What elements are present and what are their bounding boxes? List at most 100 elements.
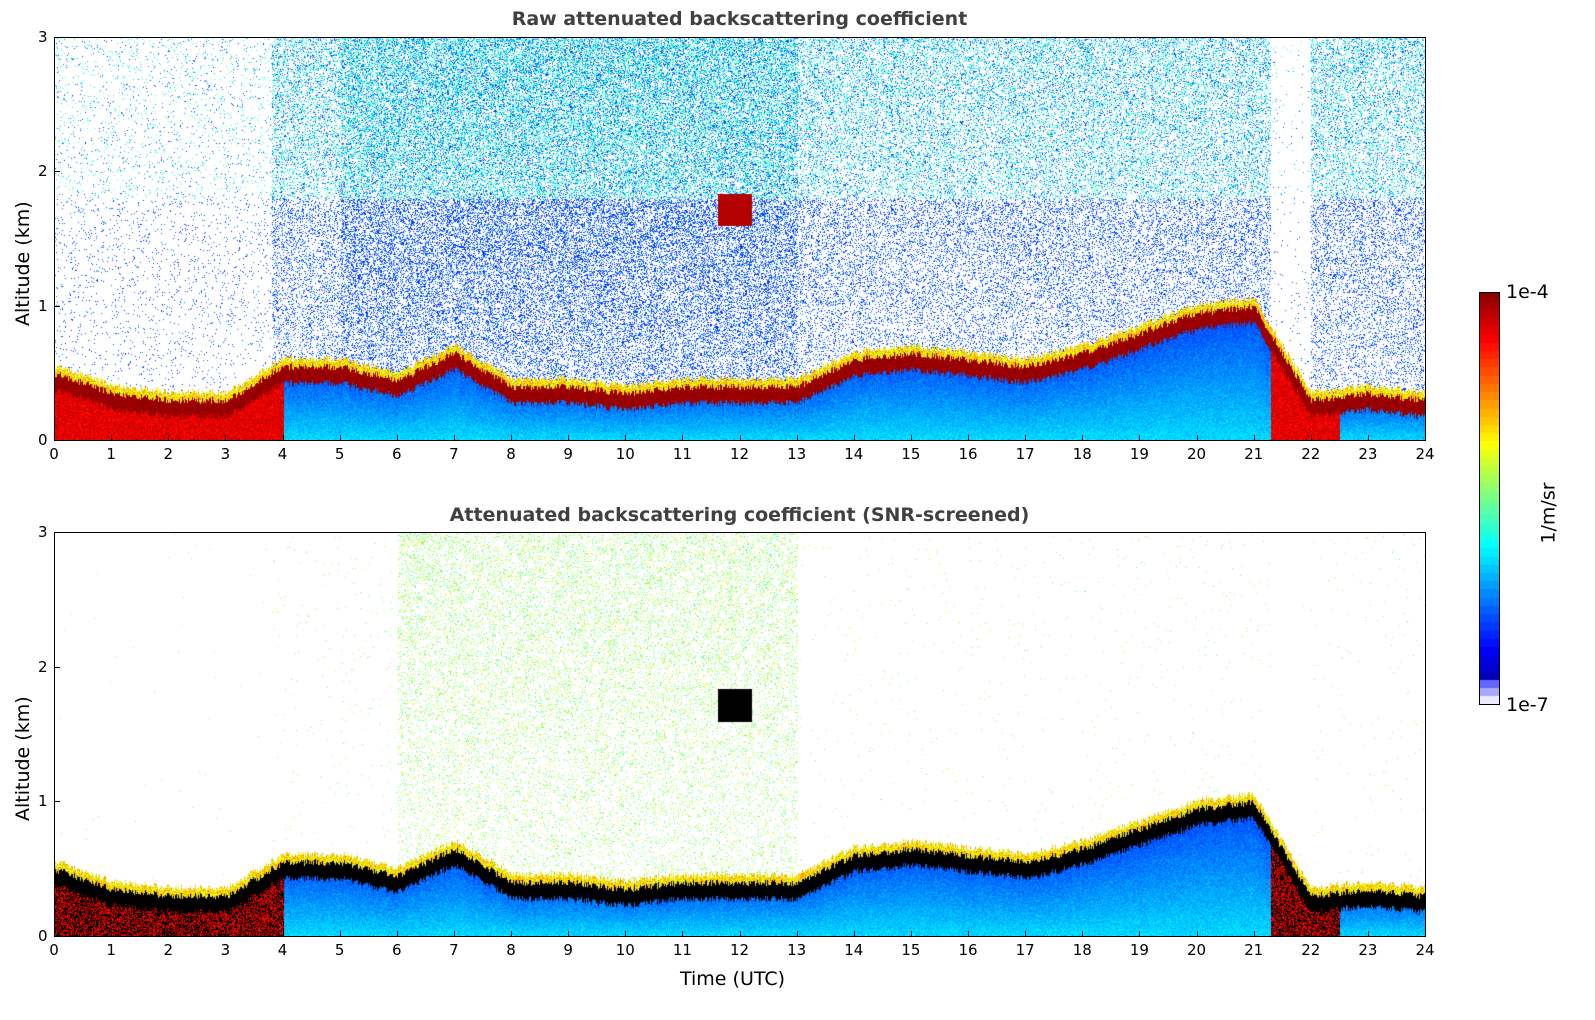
- y-tick-mark: [54, 305, 60, 307]
- x-tick-label: 24: [1415, 941, 1435, 959]
- x-tick-mark: [111, 435, 113, 441]
- x-tick-mark: [625, 435, 627, 441]
- x-tick-label: 12: [729, 941, 750, 959]
- x-tick-mark: [1139, 931, 1141, 937]
- y-tick-mark: [54, 37, 60, 38]
- x-tick-label: 1: [106, 445, 116, 463]
- y-tick-mark: [54, 440, 60, 441]
- x-tick-mark: [1196, 435, 1198, 441]
- x-tick-label: 6: [391, 445, 402, 463]
- x-tick-mark: [1253, 435, 1255, 441]
- x-tick-mark: [282, 435, 284, 441]
- x-tick-label: 5: [334, 941, 345, 959]
- x-tick-label: 11: [672, 941, 692, 959]
- x-tick-mark: [1310, 931, 1312, 937]
- colorbar-max-label: 1e-4: [1506, 281, 1549, 303]
- x-tick-label: 23: [1358, 941, 1378, 959]
- x-tick-label: 13: [787, 941, 807, 959]
- y-tick-mark: [54, 666, 60, 668]
- x-tick-mark: [968, 931, 969, 937]
- x-tick-mark: [739, 435, 741, 441]
- x-tick-mark: [225, 435, 227, 441]
- y-tick-mark: [54, 171, 60, 173]
- x-tick-label: 15: [901, 941, 921, 959]
- x-tick-label: 21: [1244, 941, 1264, 959]
- y-axis-label-screened: Altitude (km): [12, 696, 34, 821]
- y-tick-label: 0: [38, 431, 48, 449]
- x-tick-label: 23: [1358, 445, 1378, 463]
- x-tick-label: 3: [220, 445, 231, 463]
- x-tick-mark: [225, 931, 227, 937]
- x-tick-mark: [1310, 435, 1312, 441]
- x-tick-label: 20: [1186, 445, 1207, 463]
- x-tick-mark: [739, 931, 741, 937]
- x-tick-mark: [396, 435, 398, 441]
- x-tick-label: 2: [163, 941, 174, 959]
- x-tick-mark: [1425, 435, 1426, 441]
- x-tick-label: 7: [449, 941, 459, 959]
- x-tick-label: 21: [1244, 445, 1264, 463]
- heatmap-screened: [54, 532, 1426, 937]
- heatmap-raw: [54, 37, 1426, 441]
- x-tick-mark: [1196, 931, 1198, 937]
- x-tick-mark: [1253, 931, 1255, 937]
- x-tick-mark: [111, 931, 113, 937]
- x-tick-mark: [910, 931, 912, 937]
- x-tick-mark: [910, 435, 912, 441]
- x-tick-mark: [625, 931, 627, 937]
- colorbar-gradient: [1480, 293, 1499, 704]
- x-tick-label: 8: [506, 941, 516, 959]
- x-tick-mark: [1139, 435, 1141, 441]
- x-tick-label: 14: [844, 445, 864, 463]
- y-tick-mark: [54, 936, 60, 937]
- x-tick-label: 7: [449, 445, 459, 463]
- x-tick-label: 0: [49, 445, 59, 463]
- x-tick-mark: [1367, 435, 1369, 441]
- x-tick-mark: [1082, 435, 1084, 441]
- y-axis-label-raw: Altitude (km): [12, 201, 34, 326]
- x-tick-mark: [1082, 931, 1084, 937]
- x-tick-label: 20: [1186, 941, 1207, 959]
- x-tick-mark: [168, 435, 170, 441]
- x-tick-mark: [568, 931, 570, 937]
- x-tick-mark: [339, 931, 341, 937]
- x-tick-label: 16: [958, 445, 978, 463]
- y-tick-mark: [54, 532, 60, 533]
- x-tick-mark: [968, 435, 969, 441]
- x-tick-label: 4: [277, 445, 288, 463]
- colorbar: [1479, 292, 1500, 705]
- x-tick-label: 18: [1072, 445, 1092, 463]
- heatmap-screened-field: [55, 533, 1425, 936]
- x-tick-label: 3: [220, 941, 231, 959]
- x-tick-label: 10: [615, 445, 635, 463]
- x-tick-mark: [396, 931, 398, 937]
- x-tick-mark: [682, 931, 684, 937]
- x-tick-mark: [282, 931, 284, 937]
- x-tick-mark: [168, 931, 170, 937]
- x-tick-mark: [568, 435, 570, 441]
- x-tick-mark: [796, 931, 798, 937]
- x-tick-label: 22: [1301, 941, 1321, 959]
- x-tick-label: 19: [1129, 941, 1149, 959]
- y-tick-label: 2: [38, 162, 48, 181]
- x-tick-label: 8: [506, 445, 516, 463]
- x-tick-mark: [453, 931, 455, 937]
- x-tick-label: 17: [1015, 941, 1035, 959]
- x-tick-label: 0: [49, 941, 59, 959]
- y-tick-label: 0: [38, 927, 48, 945]
- x-tick-mark: [54, 931, 55, 937]
- x-tick-label: 13: [787, 445, 807, 463]
- colorbar-unit-label: 1/m/sr: [1537, 482, 1560, 544]
- y-tick-mark: [54, 801, 60, 803]
- x-tick-mark: [511, 435, 512, 441]
- x-tick-label: 6: [391, 941, 402, 959]
- x-tick-mark: [511, 931, 512, 937]
- x-tick-label: 18: [1072, 941, 1092, 959]
- heatmap-raw-field: [55, 38, 1425, 440]
- x-tick-mark: [54, 435, 55, 441]
- y-tick-label: 3: [38, 28, 48, 46]
- y-tick-label: 3: [38, 523, 48, 541]
- x-tick-mark: [853, 435, 855, 441]
- x-tick-label: 9: [563, 941, 573, 959]
